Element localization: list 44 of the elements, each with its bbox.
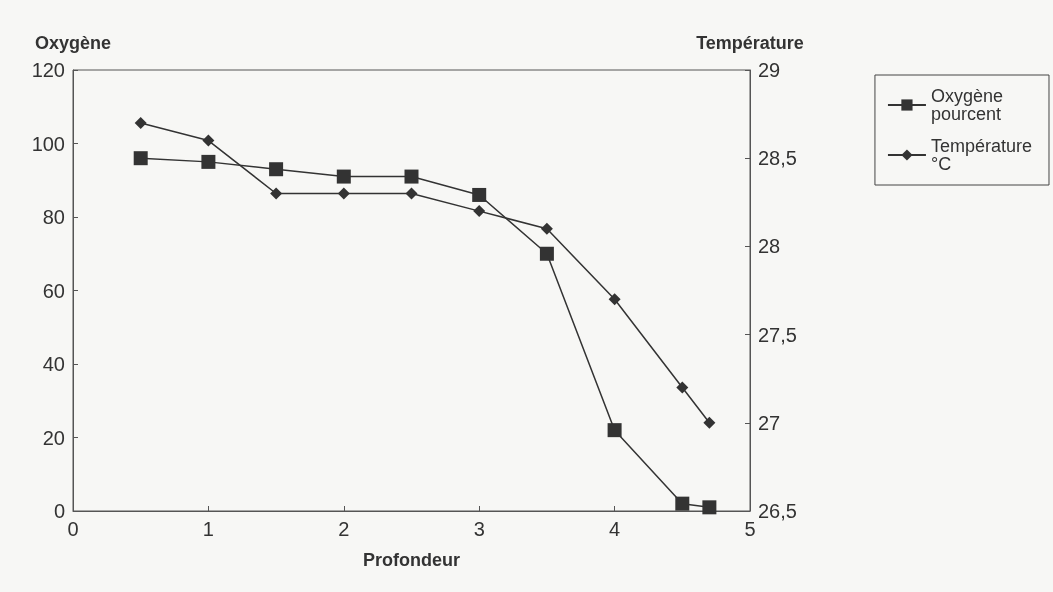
point (133, 151, 148, 166)
y-tick-label: 120 (31, 59, 65, 81)
x-tick-label: 2 (338, 518, 350, 540)
y2-tick-label: 29 (758, 59, 781, 81)
legend-label: Température °C (930, 136, 1038, 174)
y2-tick-label: 28,5 (758, 147, 797, 170)
point (703, 416, 716, 429)
point (539, 246, 554, 261)
point (540, 222, 553, 235)
point (202, 134, 215, 147)
x-tick-label: 1 (202, 518, 214, 540)
point (676, 381, 689, 394)
y-tick-label: 60 (42, 279, 65, 302)
y-tick-label: 0 (53, 500, 65, 522)
point (608, 293, 621, 306)
point (336, 169, 351, 184)
y2-tick-label: 26,5 (758, 500, 797, 522)
point (270, 187, 283, 200)
point (404, 169, 419, 184)
point (472, 187, 487, 202)
point (134, 116, 147, 129)
y-tick-label: 40 (42, 353, 65, 375)
y-tick-label: 20 (42, 426, 65, 449)
y-tick-label: 100 (31, 132, 65, 155)
x-tick-label: 0 (67, 518, 79, 540)
x-tick-label: 3 (473, 518, 485, 540)
legend-label: Oxygène pourcent (930, 86, 1008, 124)
x-tick-label: 4 (609, 518, 621, 540)
point (269, 162, 284, 177)
point (702, 500, 717, 515)
point (201, 154, 216, 169)
y2-tick-label: 28 (758, 235, 781, 258)
point (337, 187, 350, 200)
x-axis-title: Profondeur (363, 550, 460, 570)
point (675, 496, 690, 511)
y-tick-label: 80 (42, 206, 65, 228)
point (607, 423, 622, 438)
y2-tick-label: 27 (758, 411, 781, 434)
point (405, 187, 418, 200)
y2-tick-label: 27,5 (758, 323, 797, 346)
x-tick-label: 5 (744, 518, 756, 540)
y-axis-title: Oxygène (34, 33, 112, 53)
y2-axis-title: Température (696, 33, 804, 53)
point (473, 205, 486, 218)
